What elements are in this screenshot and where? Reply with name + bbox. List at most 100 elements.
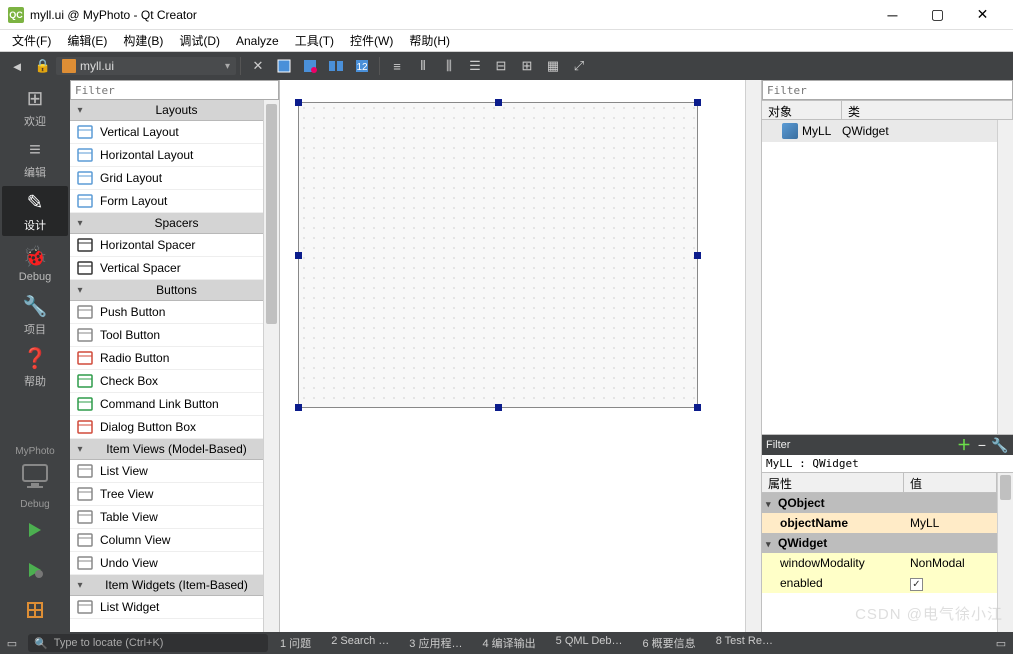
target-selector[interactable] (15, 459, 55, 495)
property-row[interactable]: enabled✓ (762, 573, 997, 593)
widget-item[interactable]: Tree View (70, 483, 263, 506)
property-settings-icon[interactable]: 🔧 (991, 437, 1009, 454)
resize-handle[interactable] (495, 404, 502, 411)
menu-analyze[interactable]: Analyze (228, 32, 287, 50)
output-pane-tab[interactable]: 4 编译输出 (478, 635, 539, 651)
menu-编辑e[interactable]: 编辑(E) (59, 30, 115, 51)
resize-handle[interactable] (495, 99, 502, 106)
widget-item[interactable]: Vertical Spacer (70, 257, 263, 280)
widget-item[interactable]: Horizontal Spacer (70, 234, 263, 257)
property-row[interactable]: windowModalityNonModal (762, 553, 997, 573)
mode-欢迎[interactable]: ⊞欢迎 (2, 82, 68, 132)
menu-帮助h[interactable]: 帮助(H) (401, 30, 458, 51)
widget-item[interactable]: Undo View (70, 552, 263, 575)
widget-item[interactable]: Form Layout (70, 190, 263, 213)
close-doc-icon[interactable]: ✕ (246, 55, 270, 77)
widget-group-item-widgets-item-based-[interactable]: ▾Item Widgets (Item-Based) (70, 575, 263, 596)
objtree-col-class[interactable]: 类 (842, 101, 1013, 119)
menu-文件f[interactable]: 文件(F) (4, 30, 59, 51)
output-pane-tab[interactable]: 1 问题 (276, 635, 315, 651)
property-row[interactable]: objectNameMyLL (762, 513, 997, 533)
widget-item[interactable]: Column View (70, 529, 263, 552)
widgetbox-scrollbar[interactable] (263, 100, 279, 632)
canvas-scrollbar[interactable] (745, 80, 761, 632)
edit-widgets-icon[interactable] (272, 55, 296, 77)
menu-工具t[interactable]: 工具(T) (287, 30, 342, 51)
widget-item[interactable]: Tool Button (70, 324, 263, 347)
form-widget[interactable] (298, 102, 698, 408)
widgetbox-filter-input[interactable] (70, 80, 279, 100)
minimize-button[interactable]: ─ (870, 1, 915, 29)
menu-构建b[interactable]: 构建(B) (115, 30, 171, 51)
back-button[interactable]: ◄ (5, 55, 29, 77)
widget-item[interactable]: List View (70, 460, 263, 483)
remove-property-icon[interactable]: − (973, 437, 991, 453)
widget-item[interactable]: Grid Layout (70, 167, 263, 190)
widget-group-layouts[interactable]: ▾Layouts (70, 100, 263, 121)
output-pane-tab[interactable]: 3 应用程… (405, 635, 466, 651)
layout-form-icon[interactable]: ⊟ (489, 55, 513, 77)
objtree-col-object[interactable]: 对象 (762, 101, 842, 119)
prop-col-name[interactable]: 属性 (762, 473, 904, 492)
widget-item[interactable]: Check Box (70, 370, 263, 393)
widget-group-buttons[interactable]: ▾Buttons (70, 280, 263, 301)
maximize-button[interactable]: ▢ (915, 1, 960, 29)
edit-buddies-icon[interactable] (324, 55, 348, 77)
tree-row[interactable]: MyLLQWidget (762, 120, 997, 142)
property-group[interactable]: ▾QObject (762, 493, 997, 513)
widget-item[interactable]: List Widget (70, 596, 263, 619)
property-group[interactable]: ▾QWidget (762, 533, 997, 553)
mode-debug[interactable]: 🐞Debug (2, 238, 68, 288)
output-pane-tab[interactable]: 6 概要信息 (639, 635, 700, 651)
widget-item[interactable]: Dialog Button Box (70, 416, 263, 439)
toggle-sidebar-icon[interactable]: ▭ (4, 637, 20, 650)
widget-item[interactable]: Push Button (70, 301, 263, 324)
add-property-icon[interactable]: ＋ (955, 435, 973, 455)
output-pane-tab[interactable]: 2 Search … (327, 635, 393, 651)
widget-item[interactable]: Command Link Button (70, 393, 263, 416)
prop-col-value[interactable]: 值 (904, 473, 997, 492)
objtree-filter-input[interactable] (762, 80, 1013, 100)
checkbox-icon[interactable]: ✓ (910, 578, 923, 591)
locator-input[interactable]: 🔍 Type to locate (Ctrl+K) (28, 634, 268, 652)
mode-编辑[interactable]: ≡编辑 (2, 134, 68, 184)
objtree-scrollbar[interactable] (997, 120, 1013, 434)
layout-v-icon[interactable]: ⦀ (411, 55, 435, 77)
toggle-right-sidebar-icon[interactable]: ▭ (993, 637, 1009, 650)
layout-vsplit-icon[interactable]: ☰ (463, 55, 487, 77)
output-pane-tab[interactable]: 5 QML Deb… (552, 635, 627, 651)
menu-调试d[interactable]: 调试(D) (171, 30, 228, 51)
resize-handle[interactable] (694, 99, 701, 106)
layout-hsplit-icon[interactable]: ⫼ (437, 55, 461, 77)
adjust-size-icon[interactable]: ⤢ (567, 55, 591, 77)
widget-item[interactable]: Radio Button (70, 347, 263, 370)
widget-item[interactable]: Horizontal Layout (70, 144, 263, 167)
layout-h-icon[interactable]: ≡ (385, 55, 409, 77)
widget-group-spacers[interactable]: ▾Spacers (70, 213, 263, 234)
widget-item[interactable]: Vertical Layout (70, 121, 263, 144)
menu-控件w[interactable]: 控件(W) (342, 30, 401, 51)
debug-run-button[interactable] (15, 552, 55, 588)
resize-handle[interactable] (694, 404, 701, 411)
mode-项目[interactable]: 🔧项目 (2, 290, 68, 340)
close-button[interactable]: ✕ (960, 1, 1005, 29)
edit-tab-order-icon[interactable]: 12 (350, 55, 374, 77)
run-button[interactable] (15, 512, 55, 548)
property-filter-label[interactable]: Filter (766, 439, 955, 451)
open-file-selector[interactable]: myll.ui ▾ (56, 57, 236, 75)
resize-handle[interactable] (295, 99, 302, 106)
resize-handle[interactable] (694, 252, 701, 259)
widget-group-item-views-model-based-[interactable]: ▾Item Views (Model-Based) (70, 439, 263, 460)
widget-item[interactable]: Table View (70, 506, 263, 529)
form-canvas[interactable] (280, 80, 761, 632)
mode-帮助[interactable]: ❓帮助 (2, 342, 68, 392)
resize-handle[interactable] (295, 252, 302, 259)
lock-icon[interactable]: 🔒 (31, 55, 55, 77)
build-button[interactable] (15, 592, 55, 628)
resize-handle[interactable] (295, 404, 302, 411)
mode-设计[interactable]: ✎设计 (2, 186, 68, 236)
break-layout-icon[interactable]: ▦ (541, 55, 565, 77)
output-pane-tab[interactable]: 8 Test Re… (712, 635, 777, 651)
layout-grid-icon[interactable]: ⊞ (515, 55, 539, 77)
property-scrollbar[interactable] (997, 473, 1013, 632)
